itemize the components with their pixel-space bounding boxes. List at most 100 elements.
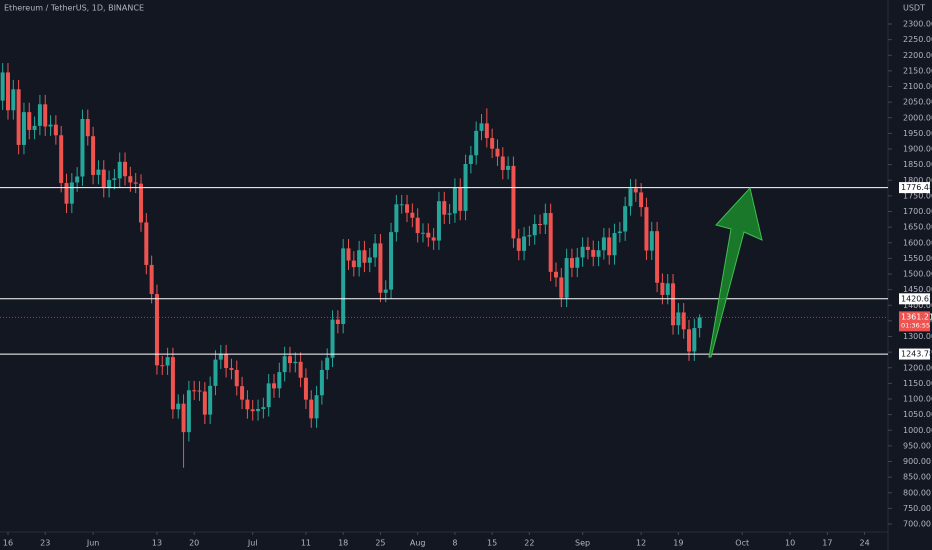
candle-body (245, 399, 250, 410)
y-tick-label: 1500.00 (903, 270, 932, 279)
candle-body (192, 390, 197, 392)
y-tick-label: 2150.00 (903, 66, 932, 75)
candle-body (96, 169, 101, 175)
candle-body (213, 359, 218, 386)
candle-body (293, 361, 298, 364)
candle-body (617, 231, 622, 234)
candle-body (154, 294, 159, 366)
candle-body (170, 357, 175, 410)
level-label-box (899, 293, 930, 305)
candle-body (48, 124, 53, 127)
candle-body (601, 237, 606, 251)
candle-body (117, 161, 122, 179)
candle-body (671, 283, 676, 326)
candle-body (346, 248, 351, 261)
candle-body (314, 395, 319, 419)
candle-body (341, 248, 346, 324)
candle-body (351, 260, 356, 268)
candle-body (144, 222, 149, 265)
x-tick-label: 11 (301, 539, 311, 548)
y-tick-label: 1550.00 (903, 254, 932, 263)
candle-body (628, 188, 633, 207)
candle-body (532, 224, 537, 236)
candle-body (484, 123, 489, 139)
candle-body (53, 124, 58, 136)
last-price-label: 1361.21 (901, 312, 932, 321)
candle-body (639, 192, 644, 208)
candle-body (240, 386, 245, 400)
axis-unit: USDT (903, 4, 925, 13)
candle-body (256, 409, 261, 412)
level-label: 1420.62 (901, 294, 932, 303)
candle-body (112, 178, 117, 180)
candle-body (64, 183, 69, 204)
candle-body (80, 119, 85, 177)
x-tick-label: 17 (822, 539, 832, 548)
candle-body (133, 182, 138, 184)
y-tick-label: 1800.00 (903, 176, 932, 185)
candle-body (569, 258, 574, 268)
candle-body (522, 236, 527, 251)
candle-body (538, 224, 543, 225)
candle-body (208, 385, 213, 415)
candle-body (495, 148, 500, 157)
candle-body (261, 407, 266, 409)
candle-body (11, 89, 16, 111)
candle-body (107, 179, 112, 189)
x-tick-label: 10 (785, 539, 795, 548)
y-tick-label: 1450.00 (903, 285, 932, 294)
candle-body (660, 282, 665, 295)
candle-body (575, 257, 580, 268)
y-tick-label: 1050.00 (903, 410, 932, 419)
x-tick-label: 16 (3, 539, 13, 548)
candle-body (687, 329, 692, 352)
candle-body (123, 161, 128, 177)
candle-body (564, 258, 569, 298)
y-tick-label: 1300.00 (903, 332, 932, 341)
candle-body (394, 204, 399, 233)
y-tick-label: 2000.00 (903, 113, 932, 122)
candle-body (623, 206, 628, 232)
candle-body (0, 72, 5, 101)
candle-body (330, 319, 335, 358)
candle-body (543, 213, 548, 225)
x-tick-label: 8 (452, 539, 457, 548)
y-tick-label: 1900.00 (903, 145, 932, 154)
y-tick-label: 1200.00 (903, 363, 932, 372)
y-tick-label: 2100.00 (903, 82, 932, 91)
candle-body (373, 243, 378, 258)
x-tick-label: 19 (673, 539, 683, 548)
x-tick-label: 12 (636, 539, 646, 548)
candle-body (585, 246, 590, 250)
candle-body (655, 231, 660, 283)
candle-body (420, 232, 425, 234)
y-tick-label: 1700.00 (903, 207, 932, 216)
candle-body (442, 201, 447, 215)
candle-body (474, 130, 479, 156)
y-tick-label: 850.00 (903, 473, 931, 482)
y-tick-label: 2200.00 (903, 51, 932, 60)
x-tick-label: 20 (189, 539, 199, 548)
candle-body (75, 176, 80, 183)
candle-body (309, 399, 314, 419)
candle-body (303, 377, 308, 400)
candle-body (37, 104, 42, 126)
y-tick-label: 950.00 (903, 441, 931, 450)
candle-body (218, 354, 223, 360)
candle-body (335, 319, 340, 324)
x-tick-label: Aug (410, 539, 426, 548)
y-tick-label: 700.00 (903, 520, 931, 529)
y-tick-label: 1950.00 (903, 129, 932, 138)
candle-body (415, 217, 420, 234)
candle-body (591, 249, 596, 257)
candle-body (229, 368, 234, 370)
y-tick-label: 800.00 (903, 488, 931, 497)
candle-body (277, 372, 282, 389)
candle-body (202, 391, 207, 415)
candle-body (378, 243, 383, 293)
candle-body (27, 112, 32, 130)
candle-body (410, 212, 415, 218)
x-tick-label: 13 (152, 539, 162, 548)
